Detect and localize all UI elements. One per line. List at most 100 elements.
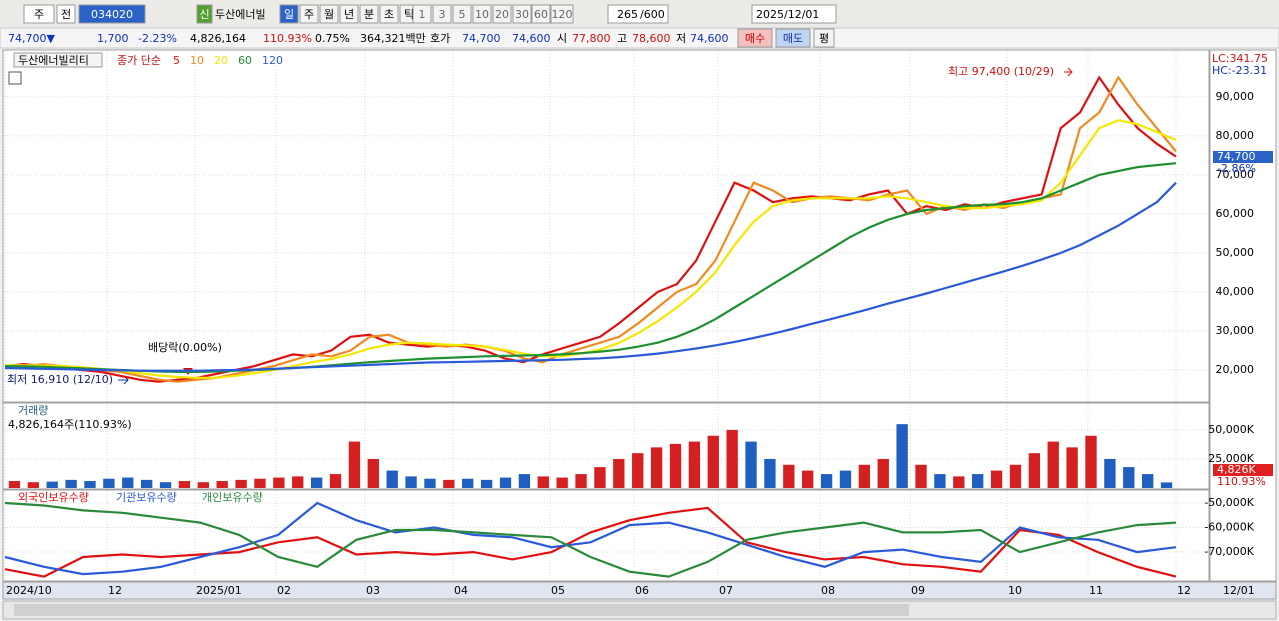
volume-bar xyxy=(820,474,833,488)
lc-label: LC:341.75 xyxy=(1212,52,1268,65)
x-tick-label: 12 xyxy=(108,584,122,597)
x-tick-label: 06 xyxy=(635,584,649,597)
x-tick-label: 08 xyxy=(821,584,835,597)
count-button-box[interactable] xyxy=(472,4,492,24)
quote-open-label: 시 xyxy=(557,32,567,45)
volume-bar xyxy=(858,464,871,488)
avg-button: 평 xyxy=(819,32,829,45)
volume-bar xyxy=(1123,467,1135,488)
low-annotation: 최저 16,910 (12/10) xyxy=(7,373,113,386)
prev-button-box[interactable] xyxy=(56,4,76,24)
volume-bar xyxy=(650,447,663,488)
volume-bar xyxy=(688,441,701,488)
volume-bar xyxy=(1085,435,1097,488)
volume-bar xyxy=(518,474,531,488)
volume-bar xyxy=(669,443,682,488)
legend-entry: 120 xyxy=(262,54,283,67)
count-button-box[interactable] xyxy=(531,4,551,24)
count-button-box[interactable] xyxy=(550,4,574,24)
period-button: 분 xyxy=(364,8,374,21)
code-input-box[interactable] xyxy=(78,4,146,24)
quote-volume: 4,826,164 xyxy=(190,32,246,45)
volume-bar xyxy=(1009,464,1022,488)
period-button: 월 xyxy=(324,8,334,21)
y-tick-label: 40,000 xyxy=(1216,285,1255,298)
series-line xyxy=(4,162,1177,373)
volume-subtitle: 4,826,164주(110.93%) xyxy=(8,418,132,431)
code-input: 034020 xyxy=(91,8,133,21)
x-tick-label: 10 xyxy=(1008,584,1022,597)
count-button-box[interactable] xyxy=(492,4,512,24)
volume-bar xyxy=(707,435,719,488)
prev-button: 전 xyxy=(61,8,71,21)
count-max: /600 xyxy=(640,8,665,21)
count-button-box[interactable] xyxy=(412,4,432,24)
series-line xyxy=(4,181,1177,372)
volume-bar xyxy=(745,441,757,488)
x-tick-label: 07 xyxy=(719,584,733,597)
quote-high-label: 고 xyxy=(617,32,627,45)
period-button: 틱 xyxy=(404,8,414,21)
market-select: 주 xyxy=(34,8,44,21)
grid-icon[interactable] xyxy=(8,71,22,85)
volume-bar xyxy=(839,470,852,488)
quote-high: 78,600 xyxy=(632,32,671,45)
legend-entry: 60 xyxy=(238,54,252,67)
volume-bar xyxy=(254,478,266,488)
volume-bar xyxy=(537,476,549,488)
count-button: 20 xyxy=(495,8,509,21)
count-button: 1 xyxy=(419,8,426,21)
quote-bid: 74,600 xyxy=(512,32,551,45)
quote-low-label: 저 xyxy=(676,32,686,45)
sell-button-box[interactable] xyxy=(775,28,811,48)
volume-bar xyxy=(122,477,134,488)
x-tick-label: 11 xyxy=(1089,584,1103,597)
avg-button-box[interactable] xyxy=(813,28,835,48)
volume-bar xyxy=(329,474,342,488)
volume-tag xyxy=(1213,464,1273,476)
volume-tag-label: 4,826K xyxy=(1217,463,1256,476)
period-button-box[interactable] xyxy=(279,4,299,24)
count-button-box[interactable] xyxy=(512,4,532,24)
y-tick-label: 80,000 xyxy=(1216,129,1255,142)
legend-entry: 20 xyxy=(214,54,228,67)
volume-bar xyxy=(140,479,153,488)
volume-bar xyxy=(462,478,474,488)
quote-rate: -2.23% xyxy=(138,32,177,45)
period-button-box[interactable] xyxy=(379,4,399,24)
x-tick-label: 12/01 xyxy=(1223,584,1255,597)
volume-bar xyxy=(178,481,191,488)
hc-label: HC:-23.31 xyxy=(1212,64,1267,77)
x-tick-label: 02 xyxy=(277,584,291,597)
volume-bar xyxy=(443,479,455,488)
x-tick-label: 05 xyxy=(551,584,565,597)
period-button-box[interactable] xyxy=(339,4,359,24)
count-button-box[interactable] xyxy=(452,4,472,24)
y-axis-area xyxy=(1209,49,1277,582)
period-button: 주 xyxy=(304,8,314,21)
period-button-box[interactable] xyxy=(359,4,379,24)
scroll-thumb[interactable] xyxy=(14,604,909,616)
quote-low: 74,600 xyxy=(690,32,729,45)
volume-panel xyxy=(2,402,1210,490)
y-tick-label: -50,000K xyxy=(1204,496,1254,509)
badge-box[interactable] xyxy=(196,4,213,24)
count-button: 60 xyxy=(534,8,548,21)
count-button: 10 xyxy=(475,8,489,21)
period-button-box[interactable] xyxy=(299,4,319,24)
buy-button-box[interactable] xyxy=(737,28,773,48)
volume-bar xyxy=(424,478,436,488)
count-button-box[interactable] xyxy=(432,4,452,24)
period-button-box[interactable] xyxy=(319,4,339,24)
period-button: 일 xyxy=(284,7,294,21)
count-box[interactable] xyxy=(607,4,669,24)
date-box[interactable] xyxy=(751,4,837,24)
volume-bar xyxy=(1104,458,1116,488)
period-button: 초 xyxy=(384,8,394,21)
volume-bar xyxy=(877,458,889,488)
market-select-box[interactable] xyxy=(23,4,55,24)
count-button: 5 xyxy=(459,8,466,21)
sell-button: 매도 xyxy=(783,32,803,45)
badge: 신 xyxy=(199,8,209,21)
